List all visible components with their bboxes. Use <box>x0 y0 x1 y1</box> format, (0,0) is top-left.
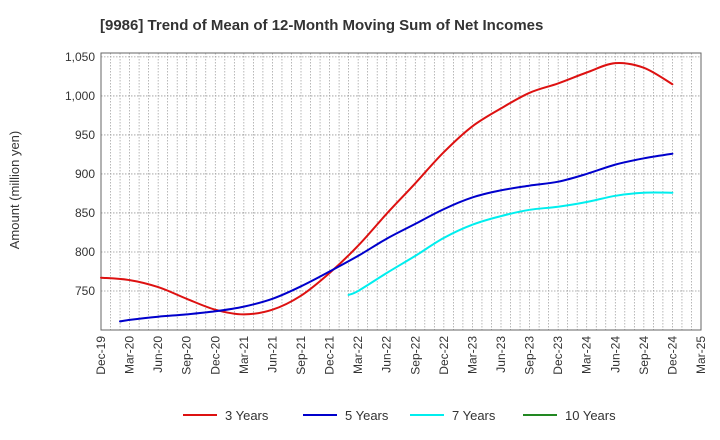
x-tick-label: Jun-21 <box>265 336 279 373</box>
x-tick-label: Mar-25 <box>694 336 708 374</box>
legend: 3 Years 5 Years 7 Years 10 Years <box>183 408 616 423</box>
y-tick-label: 800 <box>75 245 95 259</box>
x-tick-label: Mar-20 <box>123 336 137 374</box>
x-tick-label: Jun-23 <box>494 336 508 373</box>
x-tick-label: Dec-20 <box>208 336 222 375</box>
series-line-5-years <box>119 152 674 323</box>
x-tick-label: Sep-20 <box>180 336 194 375</box>
series-line-7-years <box>347 191 674 296</box>
legend-label-3-years: 3 Years <box>225 408 269 423</box>
grid <box>100 53 702 330</box>
series-line-3-years <box>100 61 674 316</box>
legend-label-10-years: 10 Years <box>565 408 616 423</box>
y-tick-label: 850 <box>75 206 95 220</box>
x-tick-label: Sep-22 <box>408 336 422 375</box>
x-tick-label: Sep-23 <box>523 336 537 375</box>
x-tick-label: Sep-21 <box>294 336 308 375</box>
x-tick-label: Jun-24 <box>608 336 622 373</box>
x-tick-label: Mar-24 <box>580 336 594 374</box>
x-tick-label: Dec-19 <box>94 336 108 375</box>
y-axis: 750 800 850 900 950 1,000 1,050 <box>65 50 95 298</box>
y-tick-label: 950 <box>75 128 95 142</box>
x-tick-label: Jun-22 <box>380 336 394 373</box>
x-tick-label: Sep-24 <box>637 336 651 375</box>
plot-border <box>100 52 702 331</box>
y-tick-label: 750 <box>75 284 95 298</box>
y-axis-label: Amount (million yen) <box>7 131 22 250</box>
legend-label-7-years: 7 Years <box>452 408 496 423</box>
x-tick-label: Jun-20 <box>151 336 165 373</box>
y-tick-label: 1,000 <box>65 89 95 103</box>
x-axis: Dec-19 Mar-20 Jun-20 Sep-20 Dec-20 Mar-21 Jun-… <box>94 336 708 375</box>
chart-title: [9986] Trend of Mean of 12-Month Moving … <box>100 17 543 34</box>
legend-label-5-years: 5 Years <box>345 408 389 423</box>
x-tick-label: Dec-21 <box>323 336 337 375</box>
x-tick-label: Dec-23 <box>551 336 565 375</box>
x-tick-label: Dec-22 <box>437 336 451 375</box>
y-tick-label: 1,050 <box>65 50 95 64</box>
x-tick-label: Mar-22 <box>351 336 365 374</box>
x-tick-label: Mar-23 <box>465 336 479 374</box>
x-tick-label: Dec-24 <box>665 336 679 375</box>
series-layer <box>100 61 674 323</box>
plot-frame <box>100 52 702 331</box>
x-tick-label: Mar-21 <box>237 336 251 374</box>
y-tick-label: 900 <box>75 167 95 181</box>
